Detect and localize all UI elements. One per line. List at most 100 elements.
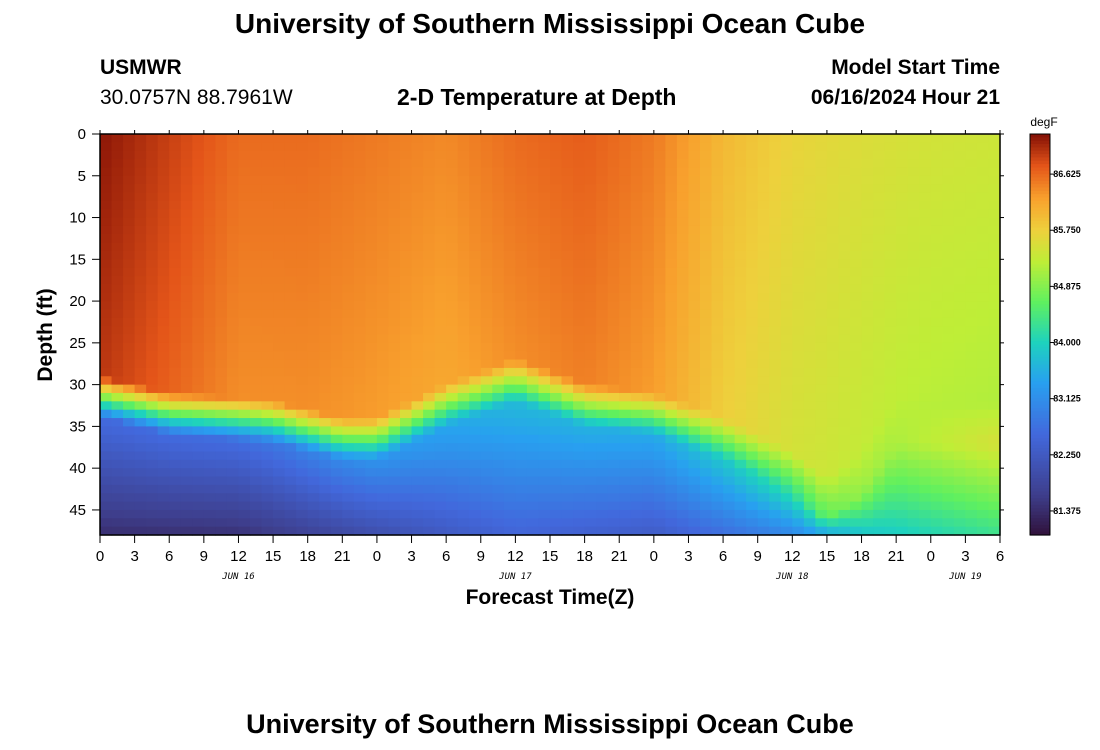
- heatmap-cell: [746, 309, 759, 319]
- heatmap-cell: [296, 376, 309, 386]
- heatmap-cell: [400, 217, 413, 227]
- heatmap-cell: [192, 459, 205, 469]
- heatmap-cell: [526, 301, 540, 311]
- heatmap-cell: [388, 200, 401, 210]
- heatmap-cell: [757, 242, 770, 252]
- heatmap-cell: [284, 284, 297, 294]
- heatmap-cell: [123, 468, 136, 478]
- colorbar-segment: [1030, 257, 1050, 262]
- heatmap-cell: [365, 242, 378, 252]
- heatmap-cell: [215, 401, 228, 411]
- heatmap-cell: [792, 292, 805, 302]
- heatmap-cell: [838, 267, 851, 277]
- heatmap-cell: [919, 159, 932, 169]
- heatmap-cell: [319, 175, 332, 185]
- heatmap-cell: [296, 501, 309, 511]
- heatmap-cell: [953, 326, 966, 336]
- heatmap-cell: [376, 434, 390, 444]
- heatmap-cell: [434, 284, 447, 294]
- heatmap-cell: [769, 284, 782, 294]
- heatmap-cell: [469, 526, 482, 536]
- heatmap-cell: [734, 451, 747, 461]
- heatmap-cell: [861, 359, 874, 369]
- heatmap-cell: [907, 418, 920, 427]
- heatmap-cell: [400, 418, 413, 427]
- heatmap-cell: [376, 376, 390, 386]
- heatmap-cell: [746, 443, 759, 453]
- heatmap-cell: [769, 317, 782, 327]
- heatmap-cell: [469, 175, 482, 185]
- heatmap-cell: [896, 309, 909, 319]
- heatmap-cell: [342, 451, 355, 461]
- heatmap-cell: [423, 192, 436, 202]
- heatmap-cell: [538, 484, 551, 494]
- heatmap-cell: [757, 409, 770, 419]
- heatmap-cell: [376, 426, 390, 436]
- heatmap-cell: [376, 468, 390, 478]
- heatmap-cell: [596, 200, 609, 210]
- heatmap-cell: [342, 443, 355, 453]
- heatmap-cell: [192, 259, 205, 269]
- x-tick-label: 3: [130, 548, 138, 565]
- heatmap-cell: [780, 225, 793, 235]
- heatmap-cell: [169, 526, 182, 536]
- heatmap-cell: [619, 367, 632, 377]
- heatmap-cell: [757, 501, 770, 511]
- heatmap-cell: [353, 334, 366, 344]
- heatmap-cell: [111, 334, 124, 344]
- heatmap-cell: [573, 476, 586, 486]
- heatmap-cell: [653, 342, 666, 352]
- heatmap-cell: [873, 451, 886, 461]
- heatmap-cell: [769, 175, 782, 185]
- heatmap-cell: [619, 468, 632, 478]
- heatmap-cell: [273, 434, 286, 444]
- heatmap-cell: [250, 342, 263, 352]
- heatmap-cell: [642, 518, 655, 528]
- heatmap-cell: [284, 509, 297, 519]
- heatmap-cell: [250, 326, 263, 336]
- heatmap-cell: [515, 250, 528, 260]
- heatmap-cell: [296, 309, 309, 319]
- heatmap-cell: [653, 159, 666, 169]
- heatmap-cell: [157, 209, 170, 219]
- heatmap-cell: [111, 501, 124, 511]
- heatmap-cell: [953, 284, 966, 294]
- heatmap-cell: [434, 225, 447, 235]
- heatmap-cell: [457, 418, 470, 427]
- heatmap-cell: [746, 292, 759, 302]
- heatmap-cell: [342, 426, 355, 436]
- heatmap-cell: [169, 501, 182, 511]
- heatmap-cell: [215, 476, 228, 486]
- heatmap-cell: [861, 493, 874, 503]
- heatmap-cell: [134, 351, 147, 361]
- heatmap-cell: [723, 276, 736, 285]
- heatmap-cell: [376, 451, 390, 461]
- heatmap-cell: [769, 159, 782, 169]
- heatmap-cell: [157, 200, 170, 210]
- heatmap-cell: [907, 434, 920, 444]
- heatmap-cell: [480, 509, 493, 519]
- heatmap-cell: [261, 134, 274, 143]
- heatmap-cell: [642, 142, 655, 152]
- heatmap-cell: [330, 376, 343, 386]
- heatmap-cell: [930, 225, 943, 235]
- heatmap-cell: [711, 326, 724, 336]
- heatmap-cell: [884, 175, 897, 185]
- heatmap-cell: [250, 476, 263, 486]
- heatmap-cell: [330, 217, 343, 227]
- heatmap-cell: [215, 484, 228, 494]
- heatmap-cell: [146, 418, 159, 427]
- heatmap-cell: [469, 509, 482, 519]
- heatmap-cell: [619, 134, 632, 143]
- heatmap-cell: [457, 526, 470, 536]
- heatmap-cell: [469, 443, 482, 453]
- heatmap-cell: [238, 159, 251, 169]
- heatmap-cell: [238, 309, 251, 319]
- heatmap-cell: [134, 401, 147, 411]
- colorbar-segment: [1030, 264, 1050, 269]
- heatmap-cell: [169, 367, 182, 377]
- heatmap-cell: [746, 167, 759, 177]
- heatmap-cell: [100, 409, 113, 419]
- heatmap-cell: [769, 326, 782, 336]
- heatmap-cell: [457, 209, 470, 219]
